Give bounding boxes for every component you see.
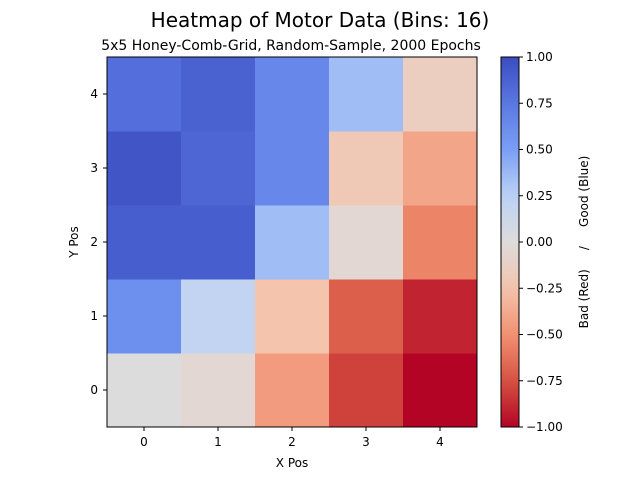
colorbar-tick-label: 0.25 [526,189,553,203]
x-tick-label: 2 [288,435,296,449]
colorbar-tick-label: 0.75 [526,96,553,110]
colorbar-tick-label: −1.00 [526,420,563,434]
colorbar-label: Bad (Red) / Good (Blue) [577,156,591,329]
heatmap-cell-x3-y4 [329,57,404,132]
colorbar-tick-label: −0.25 [526,281,563,295]
chart-subtitle: 5x5 Honey-Comb-Grid, Random-Sample, 2000… [101,38,481,54]
heatmap-cell-x1-y4 [181,57,256,132]
heatmap-cell-x3-y0 [329,353,404,428]
heatmap-cell-x3-y3 [329,131,404,206]
y-tick-label: 0 [90,383,98,397]
heatmap-cell-x0-y4 [107,57,182,132]
y-tick-label: 4 [90,87,98,101]
y-tick-label: 3 [90,161,98,175]
colorbar-tick-label: 0.50 [526,143,553,157]
x-tick-label: 1 [214,435,222,449]
colorbar-tick-label: 0.00 [526,235,553,249]
colorbar [501,57,519,427]
colorbar-ticks: 1.00 0.75 0.50 0.25 0.00 −0.25 −0.50 −0.75 −1.00 [519,50,563,434]
colorbar-tick-label: −0.75 [526,374,563,388]
chart-title: Heatmap of Motor Data (Bins: 16) [151,8,490,32]
heatmap-cell-x4-y1 [403,279,478,354]
x-tick-label: 3 [362,435,370,449]
y-axis-label: Y Pos [67,226,81,259]
colorbar-tick-label: 1.00 [526,50,553,64]
x-tick-label: 0 [140,435,148,449]
heatmap-cell-x1-y2 [181,205,256,280]
x-axis-label: X Pos [276,456,308,470]
heatmap-cell-x3-y1 [329,279,404,354]
heatmap-cell-x2-y3 [255,131,330,206]
heatmap-cell-x0-y2 [107,205,182,280]
heatmap-cell-x0-y1 [107,279,182,354]
y-axis-ticks: 0 1 2 3 4 [90,87,107,397]
x-tick-label: 4 [436,435,444,449]
heatmap-cell-x1-y1 [181,279,256,354]
heatmap-cell-x2-y4 [255,57,330,132]
heatmap-cell-x4-y0 [403,353,478,428]
heatmap-cell-x0-y3 [107,131,182,206]
colorbar-tick-label: −0.50 [526,328,563,342]
heatmap-cell-x1-y3 [181,131,256,206]
heatmap-cell-x1-y0 [181,353,256,428]
heatmap-cell-x4-y2 [403,205,478,280]
heatmap-cell-x4-y4 [403,57,478,132]
y-tick-label: 1 [90,309,98,323]
heatmap-cell-x2-y0 [255,353,330,428]
heatmap-cell-x4-y3 [403,131,478,206]
x-axis-ticks: 0 1 2 3 4 [140,427,444,449]
heatmap-cell-x0-y0 [107,353,182,428]
heatmap-cells [107,57,478,428]
y-tick-label: 2 [90,235,98,249]
heatmap-cell-x2-y1 [255,279,330,354]
heatmap-cell-x2-y2 [255,205,330,280]
heatmap-cell-x3-y2 [329,205,404,280]
